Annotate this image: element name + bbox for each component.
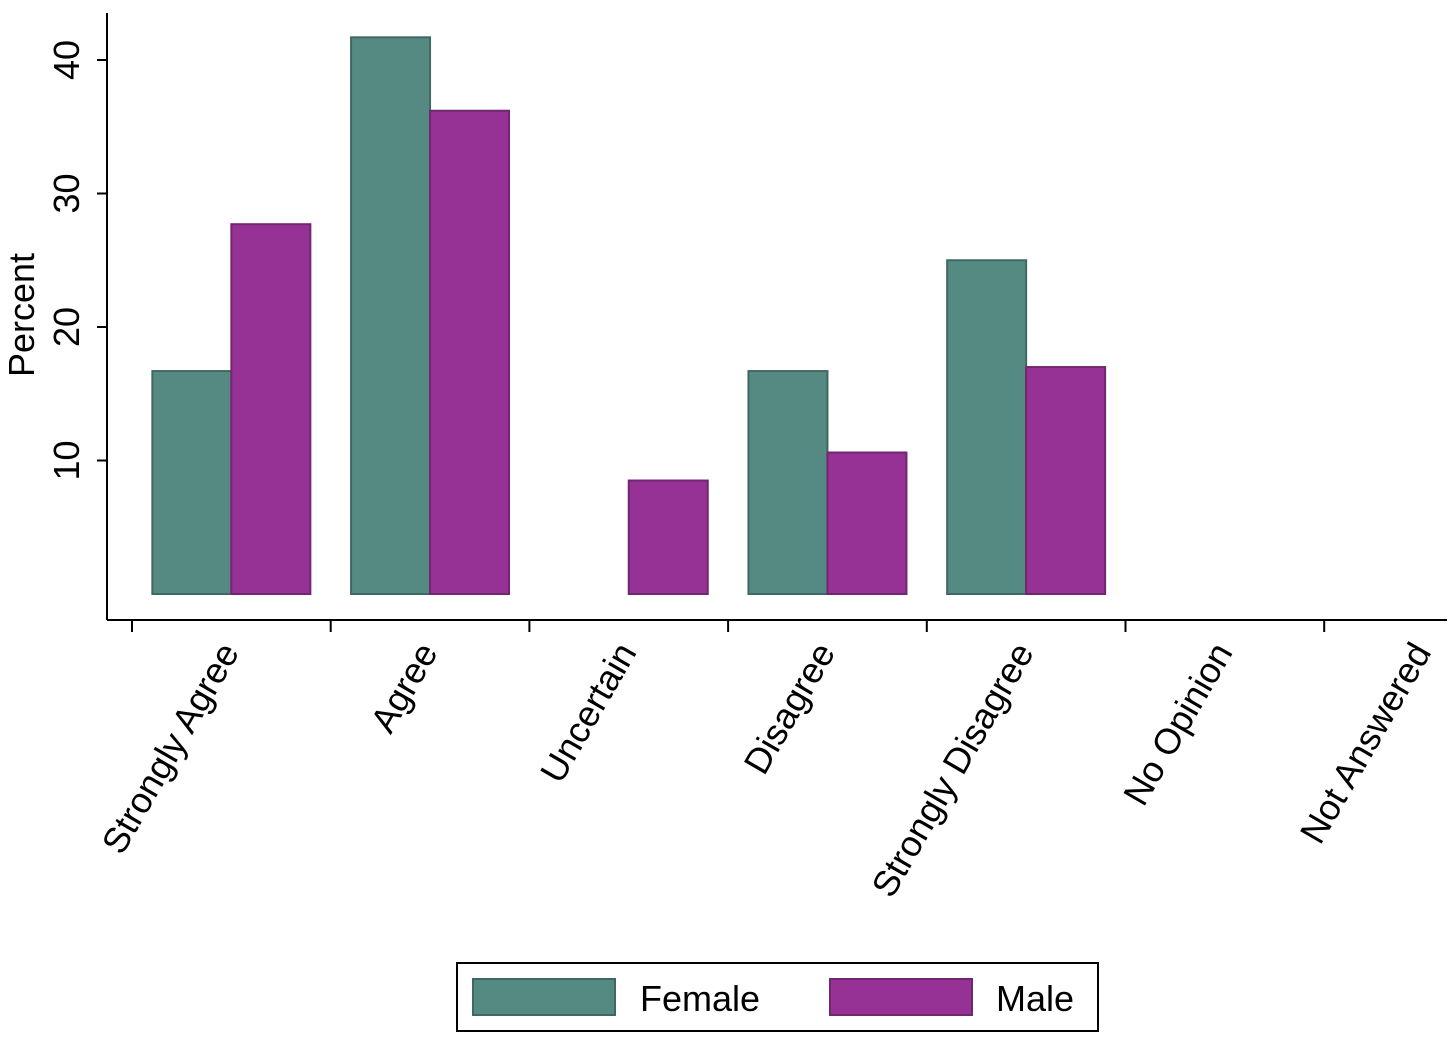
x-tick-label-uncertain: Uncertain bbox=[532, 636, 645, 790]
y-tick-label-20: 20 bbox=[46, 307, 87, 347]
x-tick-label-strongly-disagree: Strongly Disagree bbox=[863, 636, 1042, 904]
x-tick-label-agree: Agree bbox=[362, 636, 446, 740]
bars-group bbox=[151, 36, 1107, 596]
legend-label-male: Male bbox=[996, 978, 1074, 1019]
bar-female-agree bbox=[350, 36, 432, 596]
y-tick-label-40: 40 bbox=[46, 40, 87, 80]
legend-swatch-male bbox=[829, 978, 973, 1016]
x-ticks-group: Strongly Agree Agree Uncertain Disagree Stro… bbox=[93, 620, 1439, 904]
legend-swatch-female bbox=[472, 978, 616, 1016]
x-tick-label-no-opinion: No Opinion bbox=[1115, 636, 1241, 812]
legend: Female Male bbox=[456, 962, 1099, 1032]
legend-label-female: Female bbox=[640, 978, 760, 1019]
y-tick-label-10: 10 bbox=[46, 440, 87, 480]
x-tick-label-strongly-agree: Strongly Agree bbox=[93, 636, 247, 861]
x-tick-label-disagree: Disagree bbox=[735, 636, 843, 781]
bar-male-agree bbox=[429, 109, 511, 595]
bar-male-strongly-agree bbox=[230, 223, 312, 596]
y-tick-label-30: 30 bbox=[46, 173, 87, 213]
y-ticks-group: 10 20 30 40 bbox=[46, 40, 107, 481]
bar-male-disagree bbox=[826, 451, 908, 595]
bar-female-strongly-disagree bbox=[946, 259, 1028, 595]
y-axis-label: Percent bbox=[1, 253, 42, 377]
bar-female-strongly-agree bbox=[151, 370, 233, 595]
bar-female-disagree bbox=[747, 370, 829, 595]
x-tick-label-not-answered: Not Answered bbox=[1292, 636, 1440, 851]
bar-male-strongly-disagree bbox=[1025, 366, 1107, 595]
bar-male-uncertain bbox=[627, 479, 709, 595]
